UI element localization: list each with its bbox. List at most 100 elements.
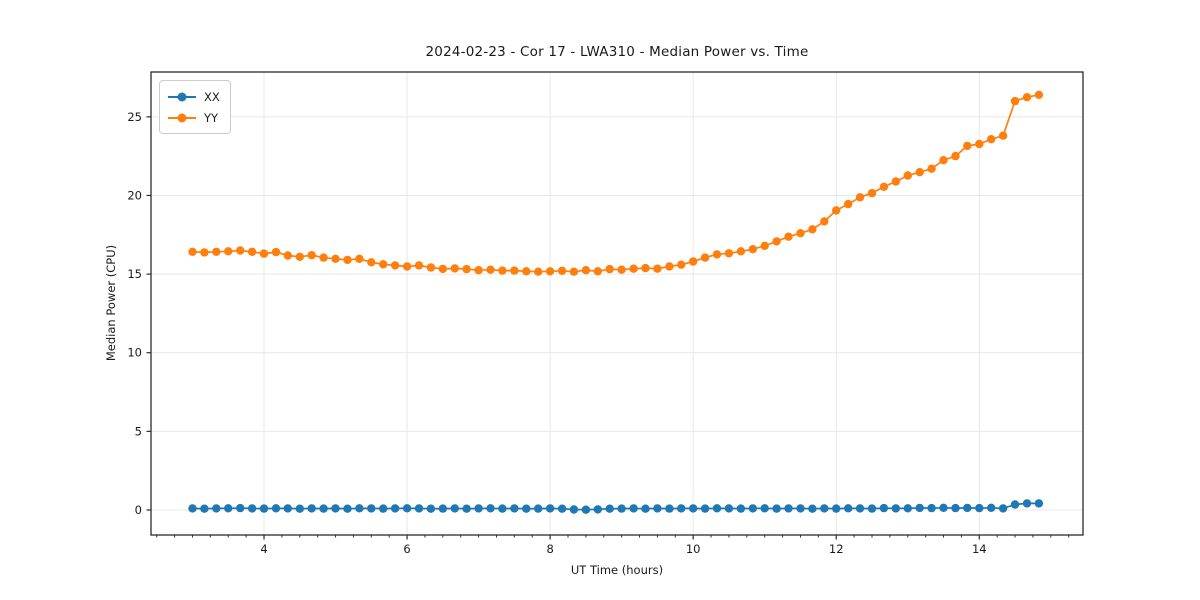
data-point-xx [450, 504, 459, 513]
data-point-xx [772, 504, 781, 513]
y-tick-label: 10 [127, 346, 142, 360]
data-point-yy [844, 199, 853, 209]
data-point-xx [629, 504, 638, 513]
legend-box: XX YY [159, 80, 231, 134]
data-point-yy [665, 262, 674, 271]
data-point-yy [367, 258, 376, 267]
data-point-yy [331, 254, 340, 263]
x-tick-label: 4 [260, 542, 267, 556]
data-point-xx [784, 504, 793, 513]
data-point-xx [760, 504, 769, 513]
data-point-yy [498, 266, 507, 275]
data-point-yy [462, 264, 471, 274]
data-point-xx [903, 504, 912, 513]
data-point-xx [259, 504, 269, 513]
data-point-yy [1034, 90, 1044, 100]
data-point-xx [808, 504, 817, 513]
data-point-xx [545, 504, 555, 513]
data-point-xx [724, 504, 734, 513]
data-point-xx [486, 504, 495, 513]
data-point-xx [963, 503, 972, 513]
data-point-yy [808, 225, 817, 234]
x-tick-label: 12 [829, 542, 844, 556]
data-point-yy [760, 241, 769, 250]
data-point-xx [462, 504, 471, 513]
data-point-yy [438, 264, 447, 274]
data-point-yy [307, 251, 316, 260]
data-point-xx [820, 504, 829, 513]
data-point-xx [987, 503, 996, 512]
data-point-yy [402, 262, 412, 271]
data-point-xx [295, 504, 304, 513]
data-point-yy [545, 267, 555, 276]
data-point-xx [867, 504, 877, 513]
data-point-xx [641, 504, 650, 513]
data-point-yy [474, 266, 483, 275]
legend-line-marker-xx [168, 92, 196, 101]
data-point-xx [236, 503, 245, 513]
data-point-yy [629, 264, 638, 273]
data-point-yy [319, 253, 328, 262]
data-point-xx [1022, 499, 1032, 508]
data-point-xx [188, 504, 197, 513]
data-point-yy [450, 264, 459, 273]
data-point-xx [605, 504, 614, 513]
data-point-xx [474, 504, 483, 513]
data-point-xx [653, 504, 662, 513]
data-point-yy [855, 193, 865, 202]
data-point-yy [212, 247, 221, 256]
data-point-yy [355, 254, 364, 263]
legend-label-xx: XX [204, 89, 220, 104]
data-point-xx [975, 503, 984, 513]
data-point-xx [367, 504, 376, 513]
data-point-xx [1010, 500, 1020, 509]
data-point-xx [855, 504, 865, 513]
data-point-yy [1022, 93, 1032, 102]
y-tick-label: 20 [127, 188, 142, 202]
data-point-xx [796, 504, 805, 513]
data-point-yy [605, 264, 614, 274]
data-point-yy [832, 206, 841, 215]
data-point-yy [784, 232, 793, 241]
x-tick-label: 8 [546, 542, 553, 556]
axes-spines [150, 71, 1084, 536]
data-point-xx [593, 505, 602, 514]
data-point-xx [534, 504, 543, 513]
x-tick-label: 14 [972, 542, 987, 556]
data-point-yy [390, 261, 400, 270]
data-point-yy [689, 257, 698, 266]
data-point-yy [486, 265, 495, 274]
data-point-yy [891, 177, 900, 186]
data-point-xx [283, 504, 292, 513]
data-point-xx [689, 504, 698, 513]
data-point-xx [677, 504, 686, 513]
data-point-xx [879, 503, 889, 513]
y-tick-label: 5 [135, 424, 142, 438]
data-point-xx [832, 504, 841, 513]
data-point-yy [653, 264, 662, 273]
data-point-yy [200, 248, 209, 257]
data-point-yy [820, 217, 829, 226]
data-point-xx [939, 503, 948, 512]
data-point-yy [939, 156, 948, 165]
data-point-xx [426, 504, 436, 513]
data-point-xx [438, 504, 447, 513]
data-point-yy [188, 247, 197, 256]
data-point-yy [712, 250, 722, 259]
data-point-xx [712, 504, 722, 513]
data-point-yy [998, 131, 1008, 140]
data-point-yy [879, 182, 889, 191]
data-point-yy [915, 168, 924, 177]
data-point-xx [498, 504, 507, 513]
data-point-yy [271, 247, 281, 257]
legend-entry-yy: YY [168, 107, 220, 128]
data-point-xx [617, 504, 626, 513]
data-point-xx [343, 504, 352, 513]
data-point-xx [522, 504, 531, 513]
data-point-yy [867, 188, 877, 198]
data-point-xx [510, 504, 519, 513]
data-point-yy [617, 265, 626, 274]
data-point-xx [569, 505, 579, 514]
data-point-yy [677, 260, 686, 269]
